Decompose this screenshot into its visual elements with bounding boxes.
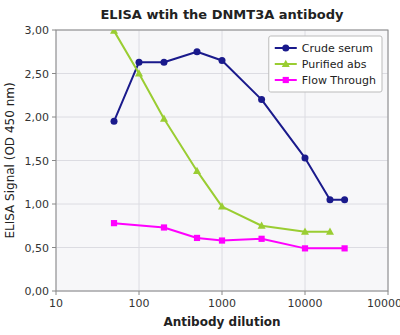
y-tick-label: 0,00 <box>25 285 50 298</box>
y-tick <box>52 291 56 292</box>
legend-item: Flow Through <box>275 74 376 87</box>
legend: Crude serum Purified abs Flow Through <box>269 36 382 92</box>
y-tick <box>52 160 56 161</box>
y-tick <box>52 117 56 118</box>
series-line <box>114 223 345 248</box>
x-tick <box>56 291 57 295</box>
legend-item: Purified abs <box>275 58 367 71</box>
marker-circle <box>136 59 143 66</box>
marker-square <box>161 224 167 230</box>
plot-area <box>56 30 388 291</box>
y-axis-label: ELISA Signal (OD 450 nm) <box>3 82 17 238</box>
legend-item: Crude serum <box>275 42 373 55</box>
marker-square <box>342 245 348 251</box>
marker-square <box>111 220 117 226</box>
x-tick <box>388 291 389 295</box>
marker-circle <box>219 57 226 64</box>
marker-triangle <box>218 202 226 209</box>
x-axis-label: Antibody dilution <box>163 315 280 329</box>
x-tick-label: 10 <box>49 297 63 310</box>
marker-circle <box>258 96 265 103</box>
marker-circle <box>194 48 201 55</box>
grid-line-y <box>56 160 388 161</box>
x-tick <box>139 291 140 295</box>
marker-square <box>219 237 225 243</box>
legend-label: Crude serum <box>302 42 373 55</box>
x-tick-label: 10000 <box>288 297 323 310</box>
marker-circle <box>282 45 289 52</box>
chart: 10 100 1000 10000 100000 0,00 0,50 1,00 1,50 2,00… <box>0 0 400 335</box>
marker-triangle <box>301 228 309 235</box>
y-tick <box>52 73 56 74</box>
marker-circle <box>160 59 167 66</box>
marker-circle <box>326 196 333 203</box>
axes: 10 100 1000 10000 100000 0,00 0,50 1,00 1,50 2,00… <box>25 24 400 310</box>
y-tick <box>52 204 56 205</box>
y-tick-label: 2,00 <box>25 111 50 124</box>
y-tick <box>52 30 56 31</box>
plot-frame <box>56 30 388 291</box>
legend-box <box>269 36 382 92</box>
title: ELISA wtih the DNMT3A antibody <box>100 7 344 22</box>
grid <box>56 30 388 291</box>
marker-square <box>194 235 200 241</box>
marker-square <box>283 77 289 83</box>
marker-square <box>259 236 265 242</box>
grid-line-y <box>56 117 388 118</box>
marker-triangle <box>193 167 201 174</box>
x-tick-label: 100000 <box>367 297 400 310</box>
y-tick-label: 1,50 <box>25 155 50 168</box>
x-tick <box>305 291 306 295</box>
marker-circle <box>111 118 118 125</box>
marker-triangle <box>282 60 290 67</box>
legend-label: Purified abs <box>302 58 367 71</box>
marker-square <box>302 245 308 251</box>
marker-circle <box>341 196 348 203</box>
y-tick-label: 1,00 <box>25 198 50 211</box>
x-tick <box>222 291 223 295</box>
marker-triangle <box>326 228 334 235</box>
marker-triangle <box>110 30 118 34</box>
marker-triangle <box>258 221 266 228</box>
marker-triangle <box>135 69 143 76</box>
y-tick-label: 3,00 <box>25 24 50 37</box>
marker-triangle <box>160 114 168 121</box>
y-tick <box>52 247 56 248</box>
y-tick-label: 2,50 <box>25 68 50 81</box>
y-tick-label: 0,50 <box>25 242 50 255</box>
legend-label: Flow Through <box>302 74 376 87</box>
marker-circle <box>302 154 309 161</box>
x-tick-label: 100 <box>129 297 150 310</box>
x-tick-label: 1000 <box>208 297 236 310</box>
